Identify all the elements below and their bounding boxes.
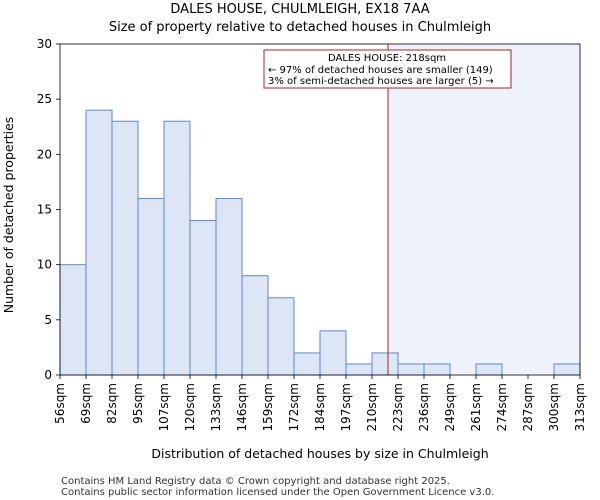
x-tick-label: 95sqm bbox=[131, 383, 145, 424]
bar bbox=[59, 264, 87, 376]
y-tick-label: 25 bbox=[37, 92, 52, 106]
annotation-line-2: ← 97% of detached houses are smaller (14… bbox=[268, 65, 493, 76]
bar bbox=[85, 109, 113, 376]
x-tick-label: 69sqm bbox=[79, 383, 93, 424]
y-tick-label: 20 bbox=[37, 147, 52, 161]
y-axis: 0 5 10 15 20 25 30 bbox=[37, 37, 60, 382]
x-tick-label: 274sqm bbox=[495, 383, 509, 431]
annotation-frame bbox=[263, 49, 512, 89]
x-tick-label: 56sqm bbox=[53, 383, 67, 424]
footer-line-1: Contains HM Land Registry data © Crown c… bbox=[61, 476, 450, 487]
x-tick-label: 82sqm bbox=[105, 383, 119, 424]
x-tick-label: 184sqm bbox=[313, 383, 327, 431]
bar bbox=[293, 352, 321, 376]
bar bbox=[553, 363, 581, 376]
bar bbox=[397, 363, 425, 376]
x-axis-label: Distribution of detached houses by size … bbox=[151, 446, 488, 461]
x-tick-label: 120sqm bbox=[183, 383, 197, 431]
chart-title: DALES HOUSE, CHULMLEIGH, EX18 7AA bbox=[170, 2, 429, 17]
x-tick-label: 159sqm bbox=[261, 383, 275, 431]
x-tick-label: 223sqm bbox=[391, 383, 405, 431]
bar bbox=[137, 197, 165, 376]
annotation-line-1: DALES HOUSE: 218sqm bbox=[328, 53, 446, 64]
bar bbox=[267, 297, 295, 376]
bar bbox=[189, 220, 217, 376]
y-tick-label: 10 bbox=[37, 258, 52, 272]
annotation-box: DALES HOUSE: 218sqm ← 97% of detached ho… bbox=[263, 49, 512, 89]
x-tick-label: 249sqm bbox=[443, 383, 457, 431]
bars bbox=[59, 109, 581, 376]
x-tick-label: 313sqm bbox=[573, 383, 587, 431]
bar bbox=[111, 120, 139, 376]
x-axis: 56sqm 69sqm 82sqm 95sqm 107sqm 120sqm 133sqm 14… bbox=[53, 375, 587, 431]
chart-subtitle: Size of property relative to detached ho… bbox=[109, 20, 491, 35]
bar bbox=[423, 363, 451, 376]
bar bbox=[475, 363, 503, 376]
x-tick-label: 133sqm bbox=[209, 383, 223, 431]
x-tick-label: 197sqm bbox=[339, 383, 353, 431]
y-tick-label: 30 bbox=[37, 37, 52, 51]
x-tick-label: 172sqm bbox=[287, 383, 301, 431]
x-tick-label: 236sqm bbox=[417, 383, 431, 431]
y-tick-label: 0 bbox=[44, 368, 52, 382]
bar bbox=[215, 197, 243, 376]
x-tick-label: 300sqm bbox=[547, 383, 561, 431]
shaded-region bbox=[388, 44, 580, 375]
x-tick-label: 107sqm bbox=[157, 383, 171, 431]
bar bbox=[371, 352, 399, 376]
footer-line-2: Contains public sector information licen… bbox=[61, 487, 494, 498]
bar bbox=[319, 330, 347, 376]
annotation-line-3: 3% of semi-detached houses are larger (5… bbox=[268, 76, 494, 87]
bar bbox=[241, 275, 269, 376]
x-tick-label: 146sqm bbox=[235, 383, 249, 431]
x-tick-label: 261sqm bbox=[469, 383, 483, 431]
y-tick-label: 15 bbox=[37, 203, 52, 217]
x-tick-label: 210sqm bbox=[365, 383, 379, 431]
y-tick-label: 5 bbox=[44, 313, 52, 327]
bar bbox=[345, 363, 373, 376]
y-axis-label: Number of detached properties bbox=[1, 117, 16, 314]
bar bbox=[163, 120, 191, 376]
x-tick-label: 287sqm bbox=[521, 383, 535, 431]
